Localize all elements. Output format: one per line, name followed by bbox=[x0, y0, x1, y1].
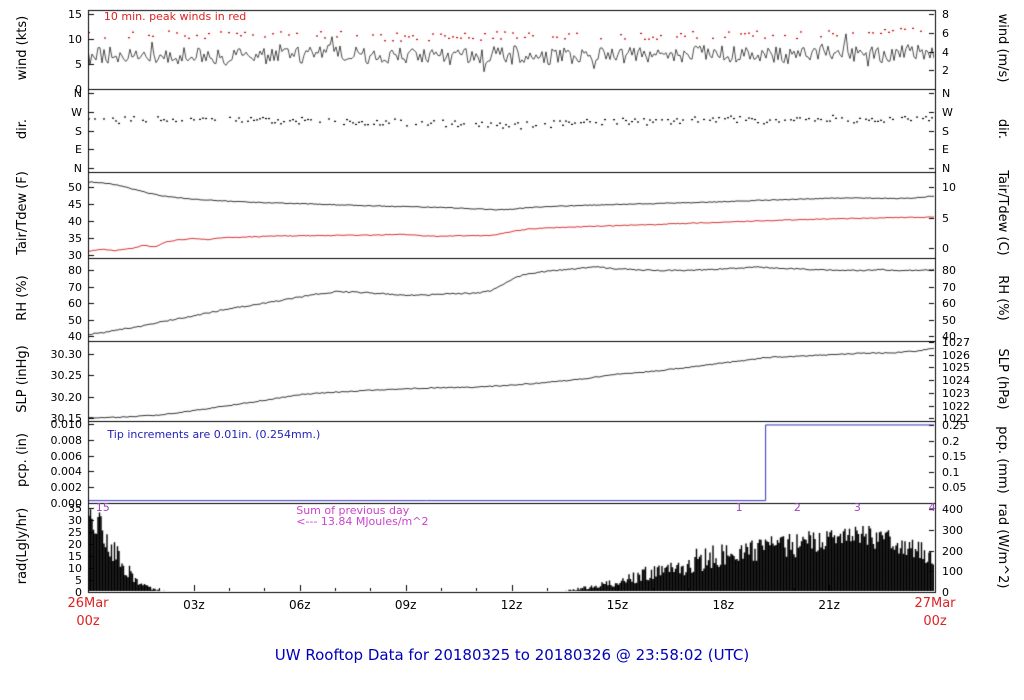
pcp-ytick-right: 0.05 bbox=[942, 480, 967, 494]
pcp-ytick-left: 0.000 bbox=[50, 496, 83, 510]
rad-ytick-left: 35 bbox=[68, 501, 82, 515]
pcp-ytick-left: 0.010 bbox=[50, 417, 83, 431]
rad-ytick-right: 0 bbox=[942, 585, 949, 599]
rad-annotation: Sum of previous day bbox=[296, 503, 410, 517]
temp-ytick-left: 30 bbox=[68, 248, 82, 262]
rh-ytick-right: 50 bbox=[942, 313, 956, 327]
dir-ytick-left: W bbox=[71, 105, 82, 119]
temp-ytick-right: 10 bbox=[942, 180, 956, 194]
wind-annotation: 10 min. peak winds in red bbox=[103, 10, 247, 23]
wind-ytick-left: 15 bbox=[68, 7, 82, 21]
rad-axis-label-left: rad(Lgly/hr) bbox=[15, 507, 30, 584]
dir-ytick-right: N bbox=[942, 86, 951, 100]
rad-ytick-left: 25 bbox=[68, 525, 82, 539]
rad-ytick-left: 10 bbox=[68, 561, 82, 575]
rad-ytick-left: 30 bbox=[68, 513, 82, 527]
rh-ytick-right: 40 bbox=[942, 329, 956, 343]
wind-ytick-left: 5 bbox=[75, 57, 82, 71]
rh-ytick-right: 60 bbox=[942, 296, 956, 310]
temp-ytick-left: 40 bbox=[68, 214, 82, 228]
wind-ytick-left: 10 bbox=[68, 32, 82, 46]
pcp-ytick-left: 0.008 bbox=[50, 433, 83, 447]
dir-ytick-left: N bbox=[73, 161, 82, 175]
x-start-hour: 00z bbox=[76, 614, 100, 629]
slp-ytick-right: 1027 bbox=[942, 335, 970, 349]
x-tick-label: 15z bbox=[606, 598, 629, 612]
rad-annotation: 15 bbox=[95, 501, 110, 515]
slp-ytick-left: 30.30 bbox=[50, 347, 83, 361]
pcp-ytick-left: 0.002 bbox=[50, 480, 83, 494]
wind-ytick-right: 4 bbox=[942, 45, 949, 59]
temp-ytick-right: 0 bbox=[942, 241, 949, 255]
pcp-ytick-right: 0.1 bbox=[942, 465, 960, 479]
dir-ytick-right: E bbox=[942, 142, 949, 156]
chart-title: UW Rooftop Data for 20180325 to 20180326… bbox=[274, 646, 750, 664]
rad-ytick-right: 400 bbox=[942, 502, 963, 516]
dir-ytick-right: S bbox=[942, 124, 949, 138]
rad-annotation: 3 bbox=[853, 501, 861, 515]
dir-ytick-left: N bbox=[73, 86, 82, 100]
rad-ytick-right: 300 bbox=[942, 523, 963, 537]
slp-ytick-left: 30.20 bbox=[50, 390, 83, 404]
pcp-ytick-right: 0.15 bbox=[942, 449, 967, 463]
rh-ytick-left: 80 bbox=[68, 263, 82, 277]
rad-axis-label-right: rad (W/m^2) bbox=[995, 503, 1010, 588]
dir-ytick-right: W bbox=[942, 105, 953, 119]
rh-ytick-right: 70 bbox=[942, 280, 956, 294]
rad-annotation: <--- 13.84 MJoules/m^2 bbox=[296, 515, 429, 529]
slp-ytick-right: 1025 bbox=[942, 360, 970, 374]
x-tick-label: 06z bbox=[288, 598, 311, 612]
x-end-hour: 00z bbox=[923, 614, 947, 629]
slp-ytick-right: 1026 bbox=[942, 348, 970, 362]
rad-ytick-right: 200 bbox=[942, 544, 963, 558]
x-end-date: 27Mar bbox=[914, 596, 956, 611]
slp-ytick-left: 30.25 bbox=[50, 368, 83, 382]
rad-ytick-left: 0 bbox=[75, 585, 82, 599]
dir-ytick-left: S bbox=[75, 124, 82, 138]
dir-ytick-right: N bbox=[942, 161, 951, 175]
rh-ytick-right: 80 bbox=[942, 263, 956, 277]
rh-ytick-left: 60 bbox=[68, 296, 82, 310]
temp-ytick-left: 35 bbox=[68, 231, 82, 245]
pcp-ytick-left: 0.006 bbox=[50, 449, 83, 463]
x-tick-label: 12z bbox=[500, 598, 523, 612]
rad-annotation: 2 bbox=[793, 501, 801, 515]
slp-ytick-right: 1023 bbox=[942, 386, 970, 400]
x-tick-label: 03z bbox=[183, 598, 205, 612]
slp-ytick-left: 30.15 bbox=[50, 411, 83, 425]
rh-ytick-left: 50 bbox=[68, 313, 82, 327]
temp-ytick-right: 5 bbox=[942, 211, 949, 225]
rad-annotation: 4 bbox=[928, 501, 936, 515]
dir-ytick-left: E bbox=[75, 142, 82, 156]
slp-ytick-right: 1024 bbox=[942, 373, 970, 387]
rh-ytick-left: 70 bbox=[68, 280, 82, 294]
temp-ytick-left: 50 bbox=[68, 180, 82, 194]
pcp-annotation: Tip increments are 0.01in. (0.254mm.) bbox=[107, 428, 321, 442]
pcp-ytick-right: 0.25 bbox=[942, 418, 967, 432]
pcp-ytick-right: 0.2 bbox=[942, 434, 960, 448]
rad-ytick-left: 20 bbox=[68, 537, 82, 551]
wind-ytick-right: 2 bbox=[942, 63, 949, 77]
slp-ytick-right: 1021 bbox=[942, 411, 970, 425]
rad-ytick-right: 100 bbox=[942, 564, 963, 578]
x-tick-label: 21z bbox=[818, 598, 840, 612]
pcp-ytick-left: 0.004 bbox=[50, 464, 83, 478]
rad-annotation: 1 bbox=[735, 501, 743, 515]
x-tick-label: 18z bbox=[712, 598, 735, 612]
wind-ytick-left: 0 bbox=[75, 82, 82, 96]
rad-ytick-left: 15 bbox=[68, 549, 82, 563]
x-start-date: 26Mar bbox=[67, 596, 109, 611]
slp-ytick-right: 1022 bbox=[942, 399, 970, 413]
wind-ytick-right: 8 bbox=[942, 7, 949, 21]
wind-ytick-right: 6 bbox=[942, 26, 949, 40]
rad-ytick-left: 5 bbox=[75, 573, 82, 587]
rh-ytick-left: 40 bbox=[68, 329, 82, 343]
x-tick-label: 09z bbox=[394, 598, 417, 612]
temp-ytick-left: 45 bbox=[68, 197, 82, 211]
